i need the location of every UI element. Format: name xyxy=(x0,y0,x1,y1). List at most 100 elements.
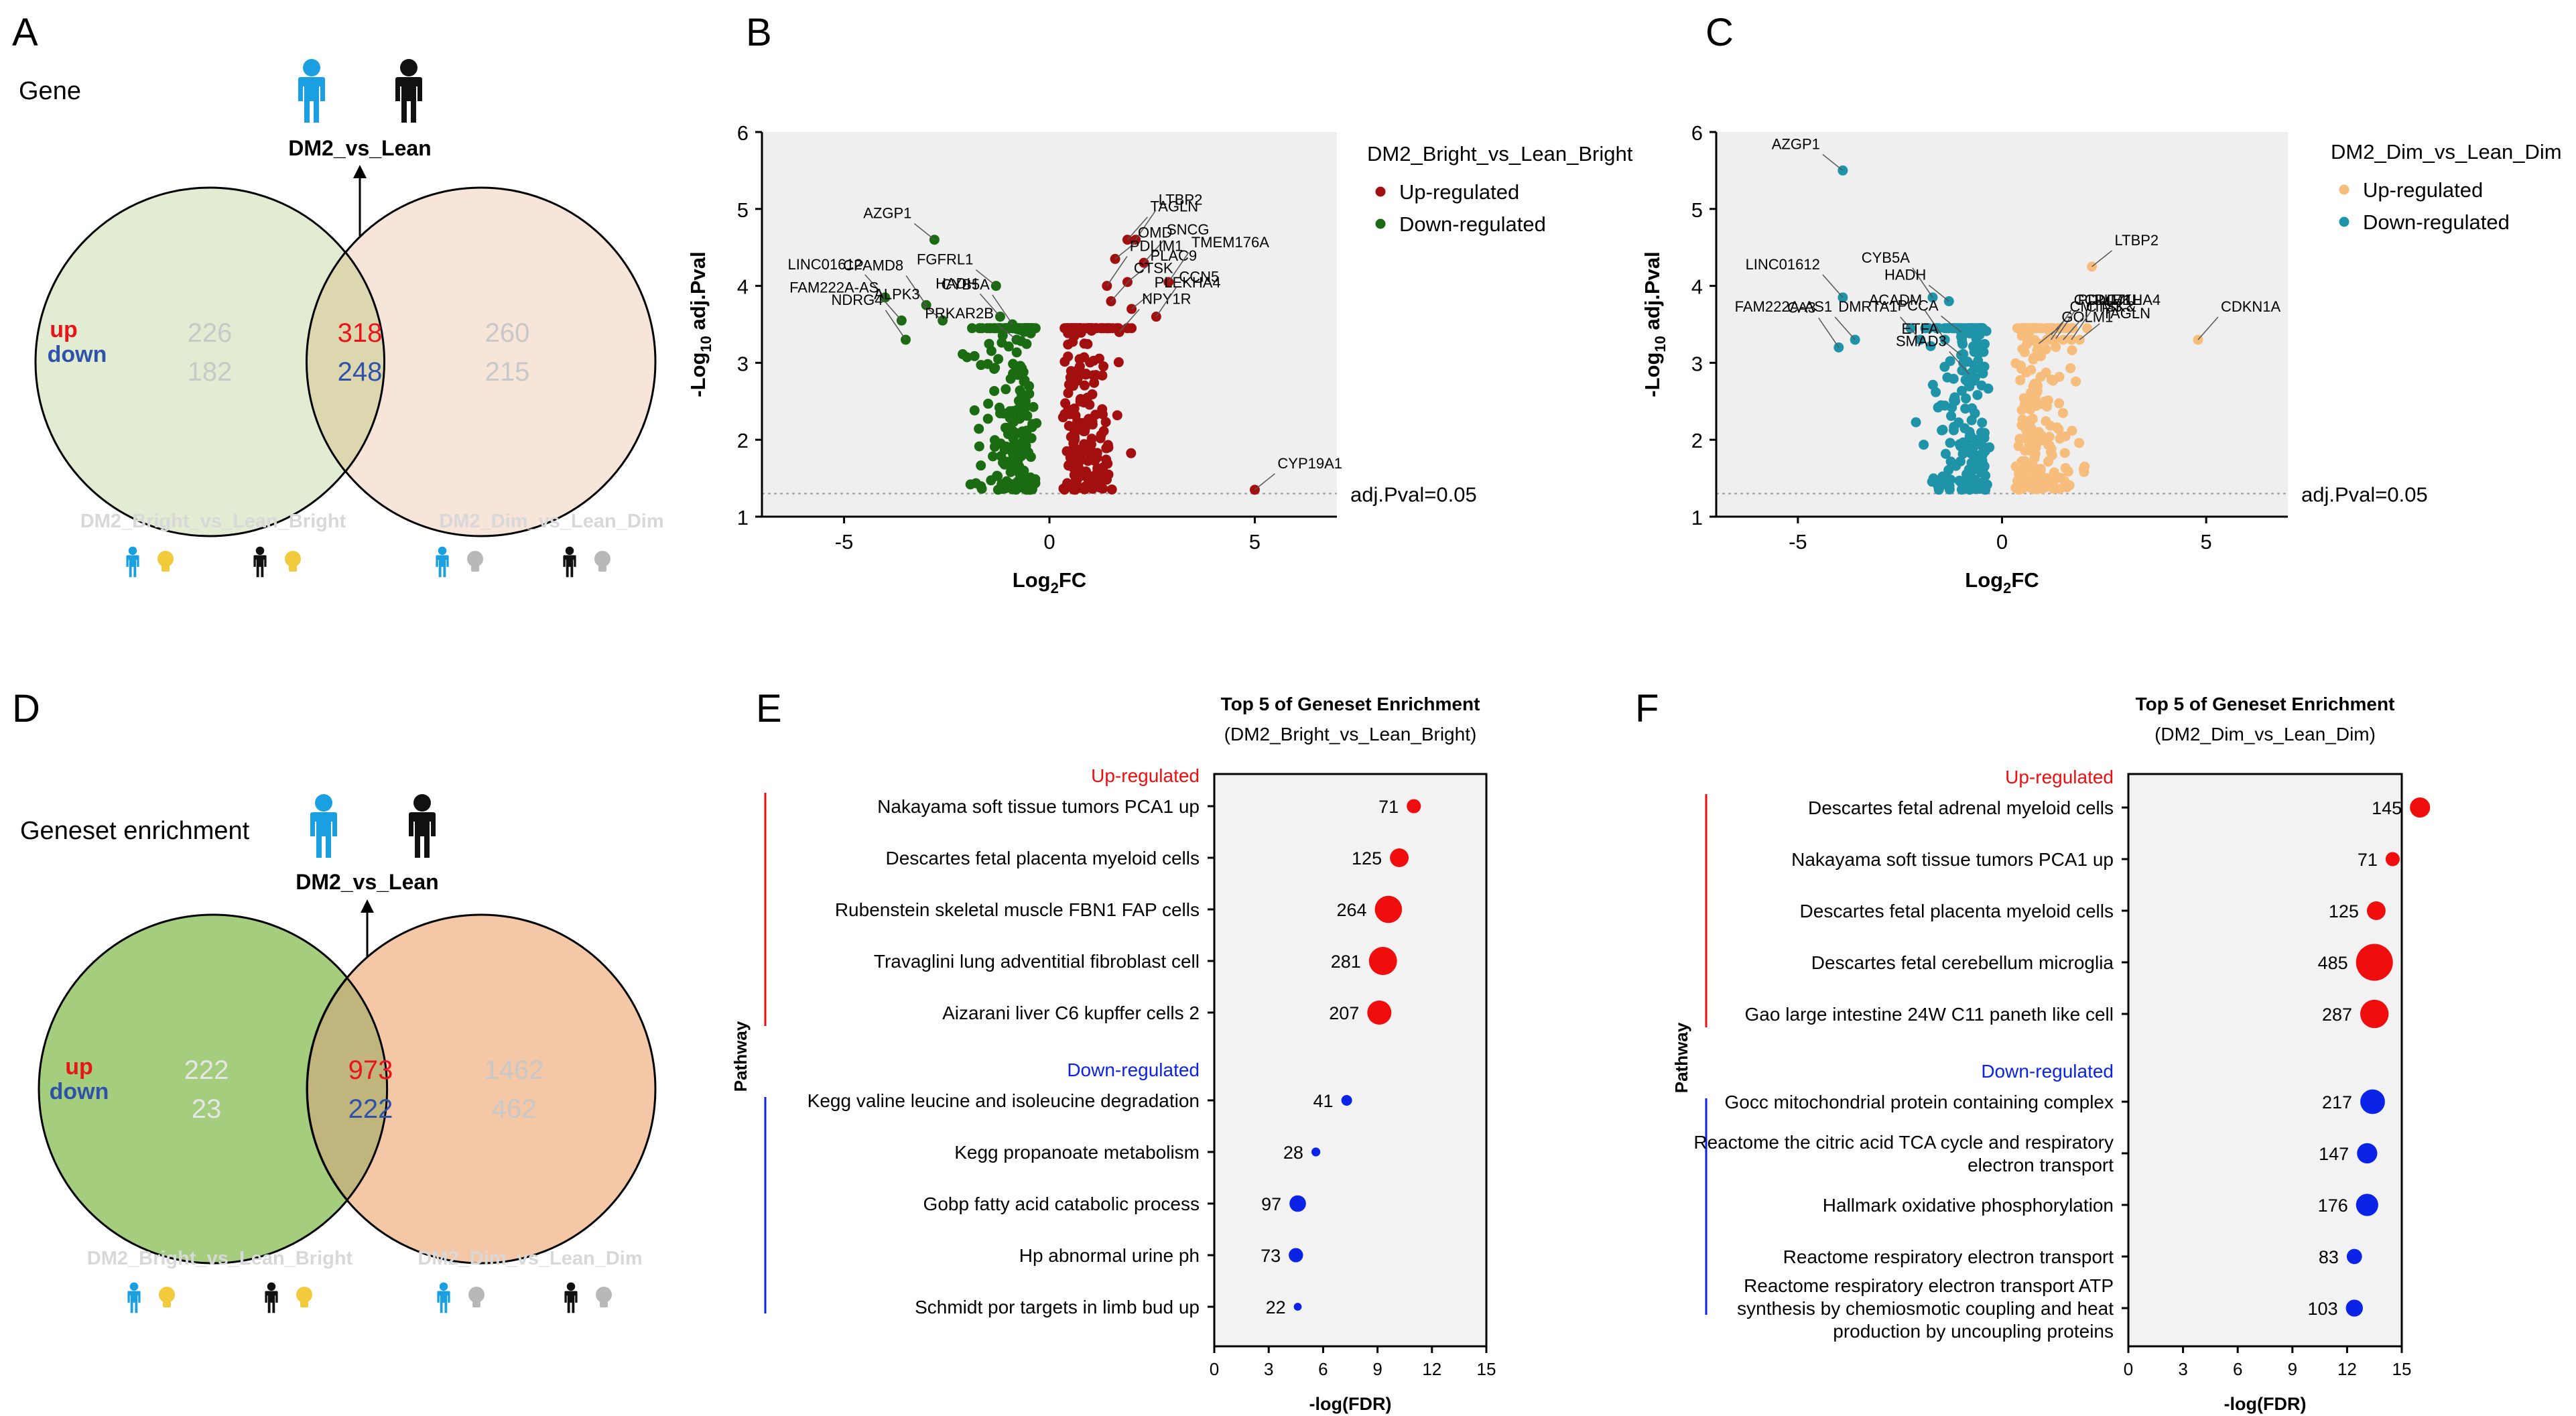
data-point xyxy=(1972,389,1983,400)
data-point xyxy=(1070,410,1081,421)
label-leader xyxy=(2091,250,2113,267)
data-point xyxy=(989,442,1000,452)
data-point xyxy=(995,408,1006,419)
data-point xyxy=(1102,440,1113,450)
y-tick-label: 4 xyxy=(737,275,749,299)
bubble xyxy=(2345,1299,2363,1317)
data-point xyxy=(1958,437,1969,448)
data-point xyxy=(1083,418,1094,429)
venn-a-left-up: 226 xyxy=(188,318,233,348)
bubble xyxy=(1367,1001,1392,1025)
data-point xyxy=(1095,323,1106,334)
x-axis-label: -log(FDR) xyxy=(1309,1394,1392,1414)
data-point xyxy=(1963,377,1974,388)
label-leader xyxy=(2071,310,2092,340)
x-tick-label: 5 xyxy=(2201,530,2212,554)
data-point xyxy=(1961,469,1972,480)
bubble-size-label: 281 xyxy=(1331,952,1361,972)
venn-d-arrowhead xyxy=(361,899,374,913)
data-point xyxy=(2019,347,2030,358)
data-point xyxy=(2015,375,2026,385)
chart-subtitle: (DM2_Dim_vs_Lean_Dim) xyxy=(2154,724,2376,745)
venn-d-left-icons xyxy=(127,1282,312,1313)
x-tick-label: 3 xyxy=(1264,1359,1273,1379)
bubble-size-label: 264 xyxy=(1336,900,1366,920)
pathway-label: Gocc mitochondrial protein containing co… xyxy=(1724,1092,2114,1112)
panel-label-d: D xyxy=(12,687,40,730)
data-point xyxy=(1079,380,1090,391)
person-blue-icon xyxy=(310,794,337,858)
gene-label: NDRG4 xyxy=(831,292,883,308)
data-point xyxy=(1079,352,1090,363)
gene-label: CPAMD8 xyxy=(843,257,903,273)
legend-title: DM2_Dim_vs_Lean_Dim xyxy=(2331,140,2562,164)
data-point xyxy=(2079,466,2089,477)
gene-label: PDLIM1 xyxy=(2078,292,2131,308)
data-point xyxy=(1942,372,1953,383)
data-point xyxy=(1978,441,1988,452)
label-leader xyxy=(1822,274,1844,298)
x-tick-label: 6 xyxy=(2233,1359,2242,1379)
y-tick-label: 6 xyxy=(1691,121,1703,145)
data-point xyxy=(1966,430,1976,441)
data-point xyxy=(1082,456,1093,466)
data-point xyxy=(2051,342,2061,352)
venn-d-up-legend: up xyxy=(65,1054,93,1080)
data-point xyxy=(1961,393,1972,404)
data-point xyxy=(2048,323,2059,334)
panel-label-c: C xyxy=(1705,11,1734,54)
label-leader xyxy=(1924,310,1945,340)
pathway-label: Descartes fetal adrenal myeloid cells xyxy=(1808,797,2114,818)
data-point xyxy=(1019,480,1030,491)
gene-label: PRKAR2B xyxy=(925,305,994,322)
label-leader xyxy=(1106,256,1128,287)
x-tick-label: 0 xyxy=(1043,530,1055,554)
label-leader xyxy=(905,275,927,306)
data-point xyxy=(2026,365,2037,375)
data-point xyxy=(1955,456,1966,466)
pathway-label: Travaglini lung adventitial fibroblast c… xyxy=(874,951,1200,972)
data-point xyxy=(2016,405,2027,415)
data-point xyxy=(2052,422,2063,433)
y-tick-label: 2 xyxy=(1691,429,1703,452)
bubble xyxy=(2346,1248,2362,1265)
data-point xyxy=(1083,474,1094,485)
data-point xyxy=(2057,407,2068,418)
label-leader xyxy=(979,294,1001,318)
bubble xyxy=(1390,848,1409,867)
data-point xyxy=(1098,426,1109,436)
data-point xyxy=(2023,323,2034,334)
data-point xyxy=(2054,398,2065,409)
venn-d-left-label: DM2_Bright_vs_Lean_Bright xyxy=(87,1248,353,1269)
legend-label: Up-regulated xyxy=(2363,178,2483,202)
data-point xyxy=(1020,395,1031,406)
bubble-size-label: 207 xyxy=(1329,1003,1359,1023)
data-point xyxy=(1063,479,1074,490)
data-point xyxy=(1978,477,1988,488)
data-point xyxy=(1939,400,1950,411)
y-tick-label: 6 xyxy=(737,121,749,145)
gene-label: LTBP2 xyxy=(1159,192,1203,208)
data-point xyxy=(1069,330,1080,341)
venn-a-left-down: 182 xyxy=(188,357,233,387)
pathway-label: Gao large intestine 24W C11 paneth like … xyxy=(1745,1004,2114,1025)
panel-label-f: F xyxy=(1635,687,1659,730)
enrichment-chart-e: Top 5 of Geneset Enrichment (DM2_Bright_v… xyxy=(730,694,1496,1414)
label-leader xyxy=(1941,338,1962,356)
gene-label: ETFA xyxy=(1902,320,1939,337)
data-point xyxy=(2048,375,2059,386)
bubble-size-label: 97 xyxy=(1261,1194,1281,1214)
data-point xyxy=(1030,323,1041,334)
gene-label: OMD xyxy=(1138,224,1172,241)
data-point xyxy=(1097,370,1108,381)
chart-title: Top 5 of Geneset Enrichment xyxy=(1221,694,1480,714)
venn-a-right-down: 215 xyxy=(485,357,530,387)
data-point xyxy=(2016,330,2027,341)
x-tick-label: 0 xyxy=(2124,1359,2133,1379)
data-point xyxy=(2043,473,2053,484)
data-point xyxy=(2010,482,2021,493)
plot-area xyxy=(762,132,1337,517)
data-point xyxy=(2049,467,2059,478)
data-point xyxy=(1973,355,1984,366)
data-point xyxy=(1057,412,1068,423)
